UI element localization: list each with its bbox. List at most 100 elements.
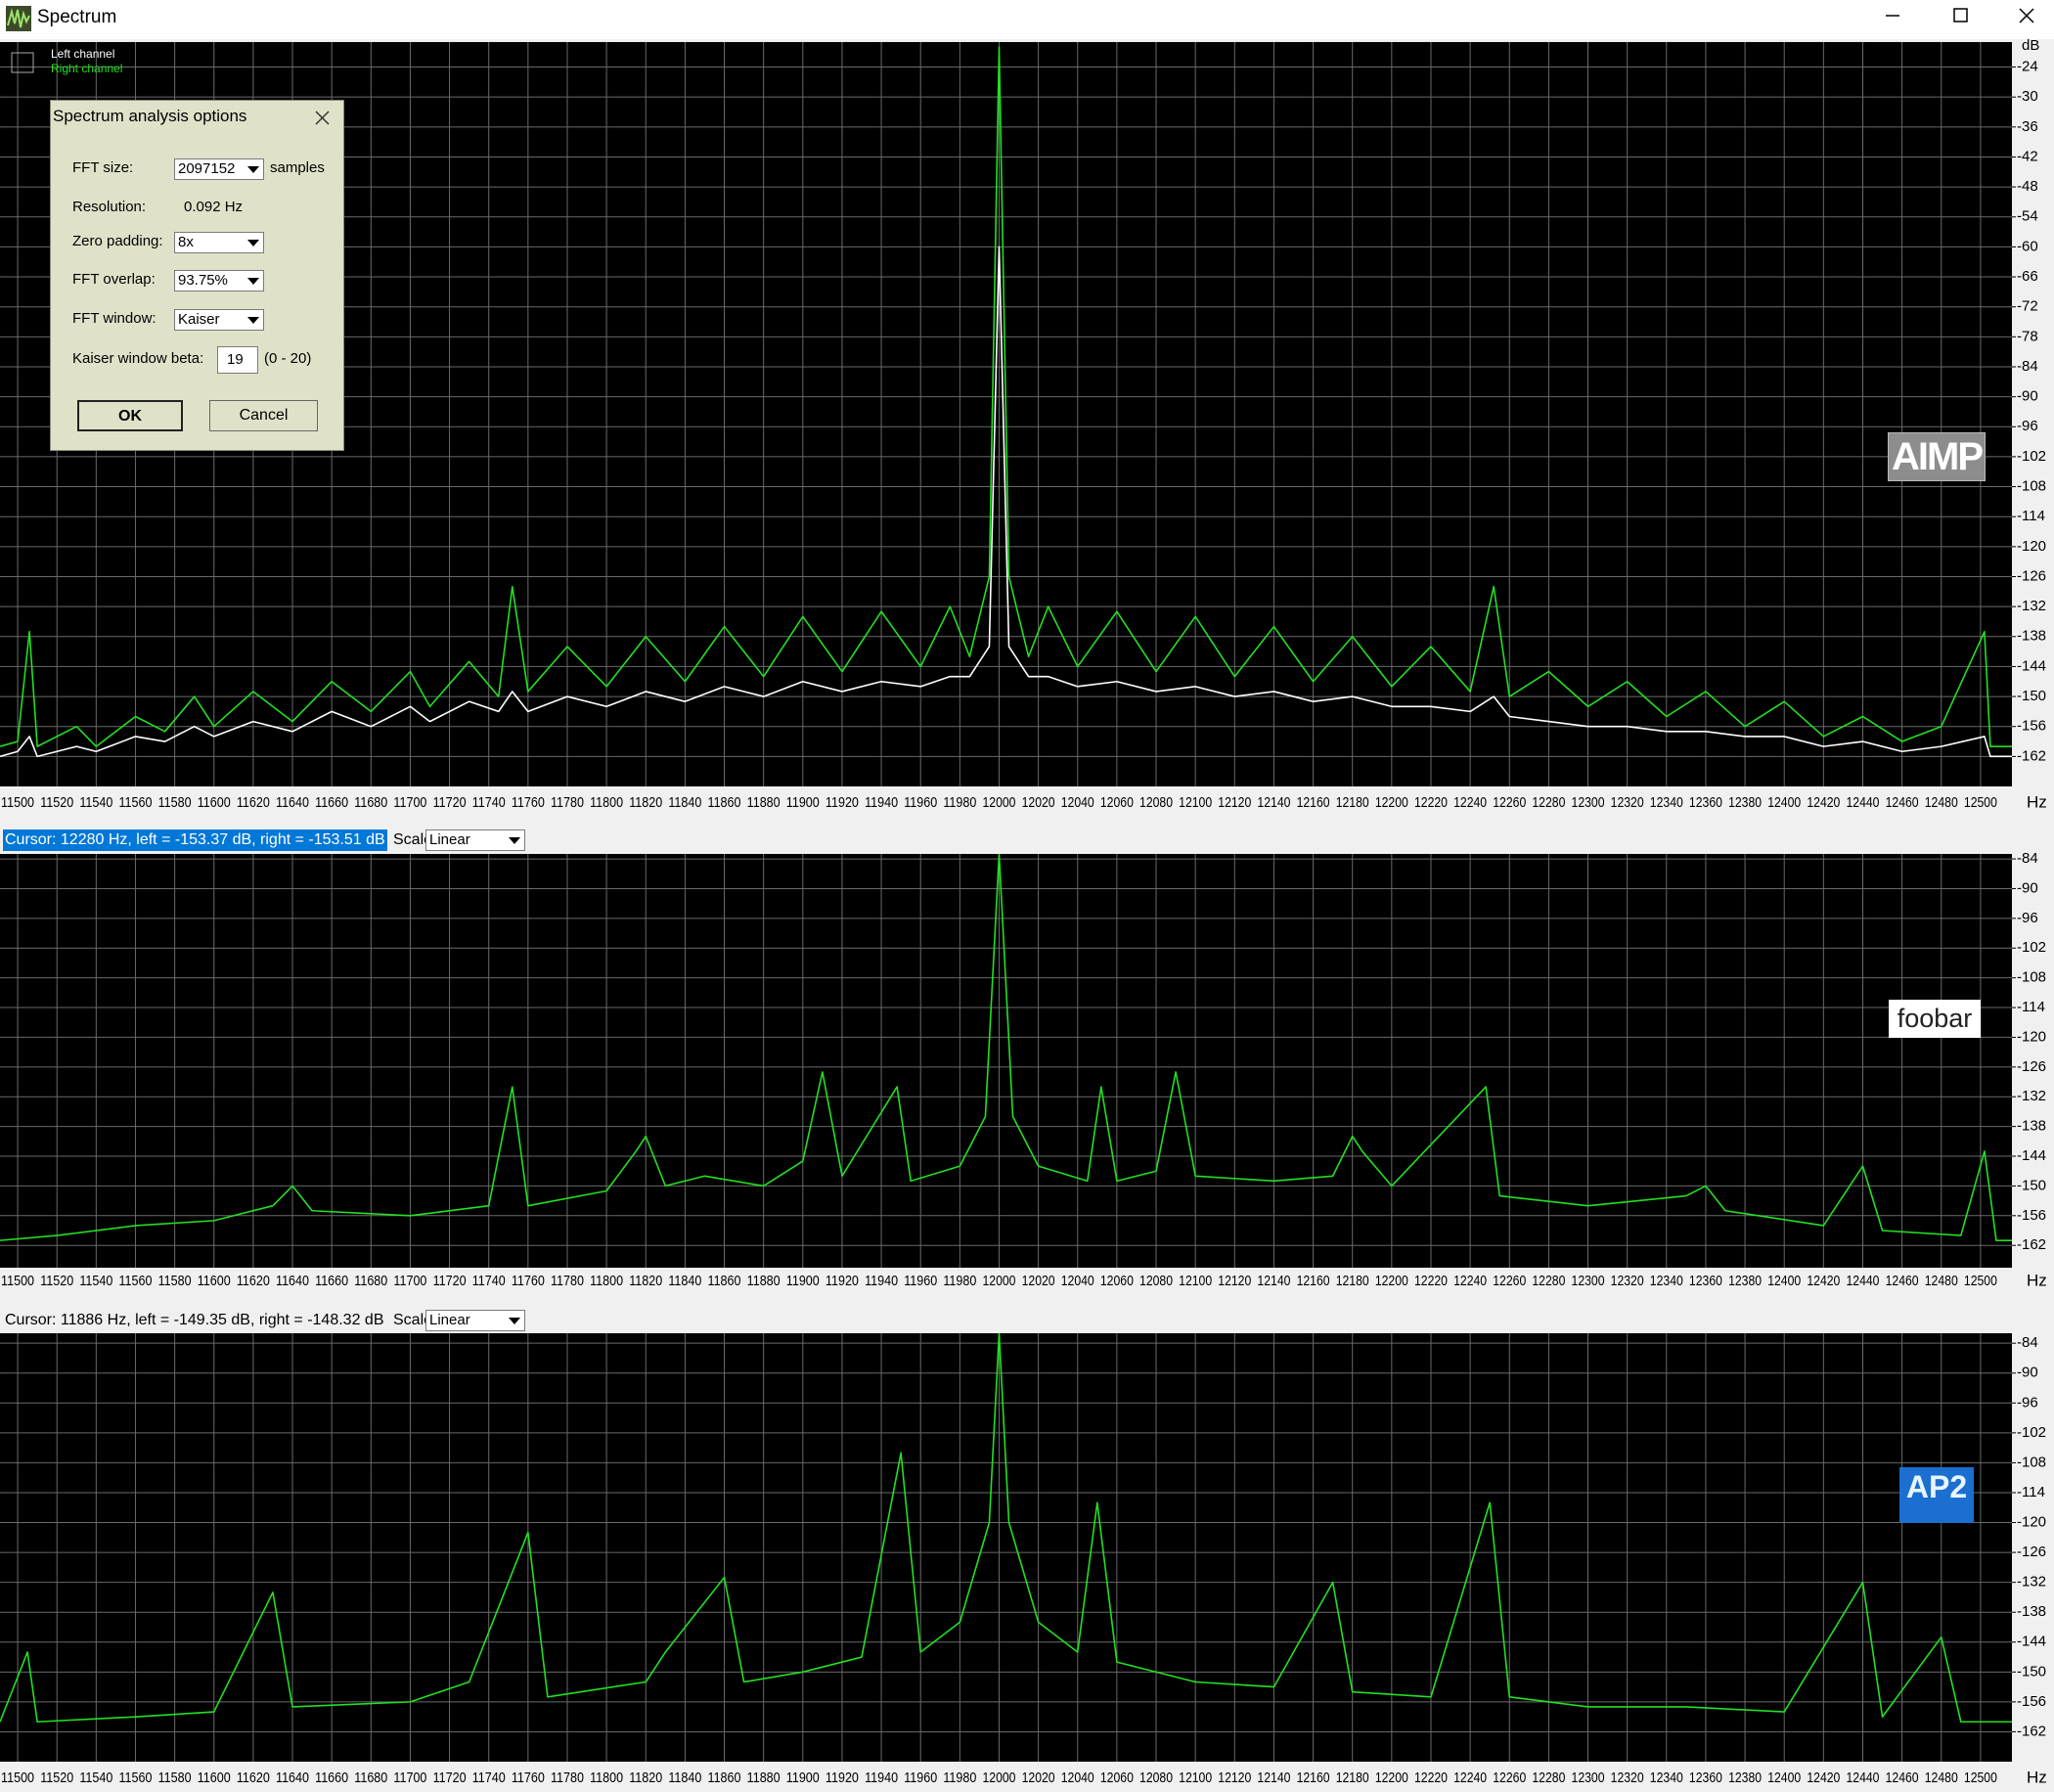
- plot-area: [0, 1333, 2012, 1762]
- y-tick-label: -72: [2017, 298, 2038, 315]
- app-icon: [6, 6, 31, 31]
- field-unit: samples: [270, 159, 325, 176]
- field-value: 2097152: [178, 160, 236, 177]
- x-tick-label: 11760: [512, 794, 545, 811]
- fft-size-dropdown[interactable]: 2097152: [174, 158, 264, 180]
- x-tick-label: 12200: [1375, 794, 1408, 811]
- x-tick-label: 11800: [590, 794, 623, 811]
- y-tick-label: -66: [2017, 268, 2038, 285]
- fft-window-dropdown[interactable]: Kaiser: [174, 309, 264, 331]
- y-tick-label: -96: [2017, 1394, 2038, 1411]
- x-tick-label: 11900: [786, 1770, 820, 1786]
- y-tick-label: -120: [2017, 1514, 2046, 1531]
- x-tick-label: 11640: [276, 794, 309, 811]
- spectrum-line: [0, 46, 2012, 747]
- field-value: 0.092 Hz: [184, 199, 244, 215]
- x-tick-label: 11960: [904, 1770, 937, 1786]
- x-tick-label: 12100: [1179, 1273, 1212, 1289]
- x-tick-label: 12300: [1572, 1770, 1605, 1786]
- x-tick-label: 12500: [1964, 1273, 1997, 1289]
- scale-label: Scale: [393, 831, 433, 848]
- x-tick-label: 12480: [1925, 794, 1958, 811]
- x-tick-label: 11940: [865, 1273, 898, 1289]
- field-label: Resolution:: [72, 199, 147, 215]
- x-tick-label: 12340: [1650, 794, 1683, 811]
- fft-overlap-dropdown[interactable]: 93.75%: [174, 270, 264, 291]
- zero-padding-dropdown[interactable]: 8x: [174, 232, 264, 253]
- y-tick-label: -84: [2017, 358, 2038, 375]
- x-tick-label: 11500: [1, 1273, 34, 1289]
- x-tick-label: 11840: [668, 1770, 701, 1786]
- x-tick-label: 12180: [1336, 1770, 1369, 1786]
- y-tick-label: -132: [2017, 1088, 2046, 1104]
- y-tick-label: -78: [2017, 328, 2038, 344]
- y-tick-label: -120: [2017, 538, 2046, 555]
- x-tick-label: 12200: [1375, 1273, 1408, 1289]
- x-tick-label: 11780: [551, 794, 584, 811]
- field-label: Zero padding:: [72, 233, 163, 249]
- x-tick-label: 12120: [1218, 1273, 1251, 1289]
- x-tick-label: 12320: [1611, 794, 1644, 811]
- y-tick-label: -60: [2017, 238, 2038, 254]
- x-tick-label: 12200: [1375, 1770, 1408, 1786]
- x-tick-label: 12140: [1257, 794, 1290, 811]
- x-tick-label: 12160: [1297, 1273, 1330, 1289]
- x-tick-label: 12020: [1022, 1770, 1055, 1786]
- field-hint: (0 - 20): [264, 350, 312, 367]
- x-tick-label: 11620: [237, 794, 270, 811]
- x-tick-label: 11800: [590, 1770, 623, 1786]
- y-unit: dB: [2022, 37, 2039, 54]
- x-tick-label: 11880: [747, 794, 781, 811]
- scale-dropdown[interactable]: Linear: [425, 829, 525, 851]
- x-tick-label: 11820: [629, 1273, 662, 1289]
- y-tick-label: -144: [2017, 1147, 2046, 1164]
- x-tick-label: 11840: [668, 794, 701, 811]
- dialog-close[interactable]: [313, 109, 333, 128]
- close-button[interactable]: [2019, 8, 2034, 23]
- x-tick-label: 11560: [118, 794, 152, 811]
- x-unit: Hz: [2027, 1271, 2047, 1289]
- y-tick-label: -156: [2017, 718, 2046, 735]
- x-tick-label: 11760: [512, 1273, 545, 1289]
- window-title: Spectrum: [37, 7, 117, 27]
- y-tick-label: -102: [2017, 939, 2046, 956]
- watermark: AP2: [1899, 1467, 1974, 1523]
- y-tick-label: -96: [2017, 910, 2038, 926]
- cursor-readout: Cursor: 11886 Hz, left = -149.35 dB, rig…: [5, 1312, 384, 1328]
- x-tick-label: 12320: [1611, 1770, 1644, 1786]
- y-tick-label: -114: [2017, 508, 2045, 524]
- x-tick-label: 11820: [629, 1770, 662, 1786]
- x-tick-label: 12500: [1964, 794, 1997, 811]
- field-label: Kaiser window beta:: [72, 350, 204, 367]
- x-tick-label: 12060: [1100, 1770, 1134, 1786]
- x-tick-label: 12280: [1532, 1770, 1565, 1786]
- watermark: AIMP: [1888, 432, 1986, 481]
- window-controls: [1886, 8, 2034, 23]
- watermark: foobar: [1889, 1000, 1981, 1038]
- y-tick-label: -102: [2017, 448, 2046, 465]
- status-bar: Cursor: 11886 Hz, left = -149.35 dB, rig…: [0, 1309, 2054, 1332]
- x-tick-label: 11740: [472, 1273, 506, 1289]
- y-tick-label: -84: [2017, 1334, 2038, 1351]
- x-tick-label: 11700: [393, 1770, 426, 1786]
- x-tick-label: 12360: [1689, 1273, 1722, 1289]
- y-tick-label: -144: [2017, 1634, 2046, 1650]
- x-tick-label: 11640: [276, 1273, 309, 1289]
- y-tick-label: -162: [2017, 1723, 2046, 1739]
- maximize-button[interactable]: [1953, 8, 1968, 22]
- legend-entry: Left channel: [51, 47, 114, 61]
- x-tick-label: 11680: [354, 794, 387, 811]
- ok-button[interactable]: OK: [77, 400, 183, 431]
- x-tick-label: 11580: [158, 794, 192, 811]
- x-tick-label: 12140: [1257, 1273, 1290, 1289]
- scale-dropdown[interactable]: Linear: [425, 1310, 525, 1331]
- x-tick-label: 12040: [1061, 794, 1094, 811]
- x-tick-label: 12460: [1886, 794, 1919, 811]
- x-tick-label: 12340: [1650, 1770, 1683, 1786]
- kaiser-beta-input[interactable]: 19: [217, 346, 258, 374]
- cancel-button[interactable]: Cancel: [209, 400, 318, 431]
- x-tick-label: 11860: [708, 1273, 741, 1289]
- x-tick-label: 11960: [904, 794, 937, 811]
- x-tick-label: 11700: [393, 794, 426, 811]
- x-tick-label: 12120: [1218, 794, 1251, 811]
